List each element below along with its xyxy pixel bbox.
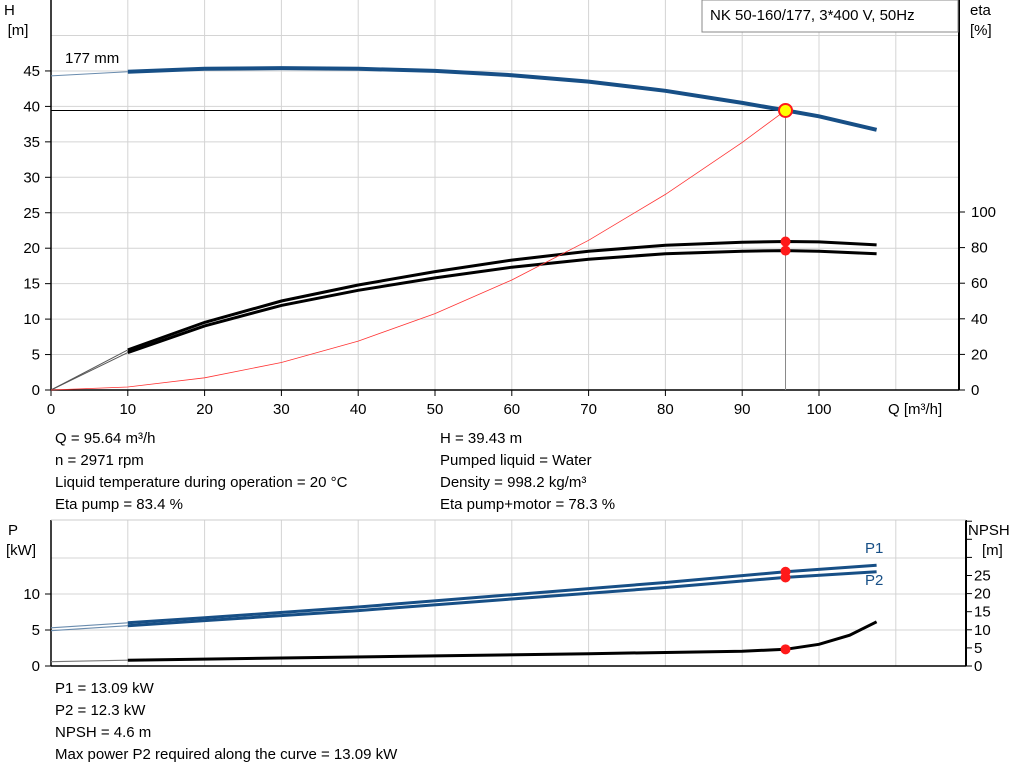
chart-title: NK 50-160/177, 3*400 V, 50Hz	[710, 7, 915, 24]
eta-pump-motor-value: Eta pump+motor = 78.3 %	[440, 496, 616, 513]
eta-pump-duty-marker	[780, 236, 791, 247]
eta-pump-motor-duty-marker	[780, 245, 791, 256]
y-tick-label: 30	[23, 169, 40, 186]
p-tick-label: 5	[32, 622, 40, 639]
head-value: H = 39.43 m	[440, 430, 523, 447]
duty-info-right: H = 39.43 m Pumped liquid = Water Densit…	[440, 428, 615, 516]
y-tick-label: 0	[32, 382, 40, 399]
p-axis-unit: [kW]	[6, 542, 36, 559]
eta-tick-label: 40	[971, 311, 988, 328]
npsh-value: NPSH = 4.6 m	[55, 724, 152, 741]
npsh-tick-label: 15	[974, 604, 991, 621]
npsh-duty-marker	[780, 644, 791, 655]
p-tick-label: 0	[32, 658, 40, 675]
speed-value: n = 2971 rpm	[55, 452, 144, 469]
eta_pump_motor-extrapolated-line	[50, 352, 129, 391]
y-tick-label: 10	[23, 311, 40, 328]
x-tick-label: 50	[427, 401, 444, 418]
npsh-tick-label: 5	[974, 640, 982, 657]
max-power-value: Max power P2 required along the curve = …	[55, 746, 398, 763]
system-curve	[50, 110, 786, 391]
P2-extrapolated-line	[50, 625, 128, 632]
y-tick-label: 15	[23, 276, 40, 293]
P2-curve	[127, 570, 877, 628]
density-value: Density = 998.2 kg/m³	[440, 474, 587, 491]
y-tick-label: 5	[32, 347, 40, 364]
eta-pump-value: Eta pump = 83.4 %	[55, 496, 183, 513]
NPSH-extrapolated-line	[50, 659, 128, 663]
eta-axis-label: eta	[970, 2, 992, 19]
eta-tick-label: 0	[971, 382, 979, 399]
eta-axis-unit: [%]	[970, 22, 992, 39]
npsh-tick-label: 20	[974, 586, 991, 603]
x-tick-label: 0	[47, 401, 55, 418]
eta_pump_motor-curve	[127, 249, 877, 355]
y-tick-label: 40	[23, 98, 40, 115]
duty-point-marker	[778, 102, 794, 118]
y-tick-label: 35	[23, 134, 40, 151]
p2-series-label: P2	[865, 572, 883, 589]
p-axis-label: P	[8, 522, 18, 539]
y-axis-unit: [m]	[8, 22, 29, 39]
p2-value: P2 = 12.3 kW	[55, 702, 146, 719]
npsh-axis-label: NPSH	[968, 522, 1010, 539]
duty-info-left: Q = 95.64 m³/h n = 2971 rpm Liquid tempe…	[55, 428, 347, 516]
eta-tick-label: 60	[971, 275, 988, 292]
y-tick-label: 25	[23, 205, 40, 222]
eta_pump-curve	[127, 239, 877, 352]
H-extrapolated-line	[50, 71, 128, 77]
H-curve	[127, 66, 878, 132]
y-axis-label: H	[4, 2, 15, 19]
P1-extrapolated-line	[50, 622, 128, 629]
p1-value: P1 = 13.09 kW	[55, 680, 154, 697]
npsh-axis-unit: [m]	[982, 542, 1003, 559]
p2-duty-marker	[780, 572, 791, 583]
npsh-tick-label: 0	[974, 658, 982, 675]
x-tick-label: 30	[273, 401, 290, 418]
x-tick-label: 10	[119, 401, 136, 418]
x-axis-label: Q [m³/h]	[888, 401, 942, 418]
temperature-value: Liquid temperature during operation = 20…	[55, 474, 348, 491]
x-tick-label: 80	[657, 401, 674, 418]
x-tick-label: 90	[734, 401, 751, 418]
x-tick-label: 40	[350, 401, 367, 418]
p1-series-label: P1	[865, 540, 883, 557]
p-tick-label: 10	[23, 586, 40, 603]
x-tick-label: 20	[196, 401, 213, 418]
eta-tick-label: 100	[971, 204, 996, 221]
npsh-tick-label: 10	[974, 622, 991, 639]
x-tick-label: 60	[503, 401, 520, 418]
npsh-tick-label: 25	[974, 568, 991, 585]
NPSH-curve	[127, 620, 878, 662]
eta-tick-label: 20	[971, 346, 988, 363]
impeller-label: 177 mm	[65, 50, 119, 67]
power-info: P1 = 13.09 kW P2 = 12.3 kW NPSH = 4.6 m …	[55, 678, 397, 766]
eta-tick-label: 80	[971, 240, 988, 257]
title-box	[701, 0, 959, 33]
liquid-value: Pumped liquid = Water	[440, 452, 592, 469]
x-tick-label: 100	[806, 401, 831, 418]
flow-value: Q = 95.64 m³/h	[55, 430, 156, 447]
x-tick-label: 70	[580, 401, 597, 418]
y-tick-label: 20	[23, 240, 40, 257]
y-tick-label: 45	[23, 63, 40, 80]
